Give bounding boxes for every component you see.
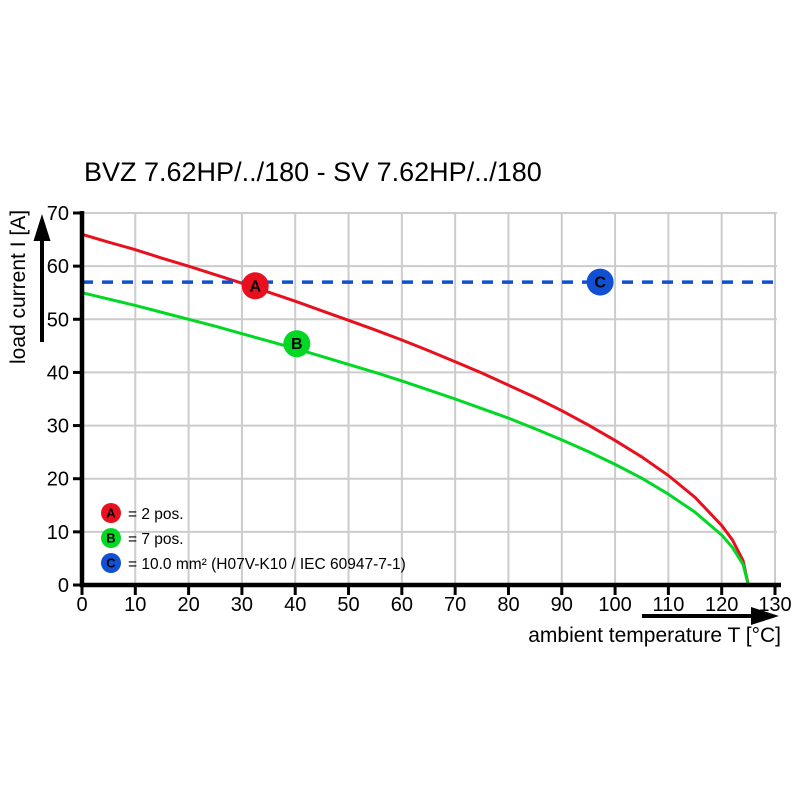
axes [73,211,781,595]
x-tick-label: 100 [598,594,631,616]
curve-b [81,291,750,586]
chart-title: BVZ 7.62HP/../180 - SV 7.62HP/../180 [84,157,542,187]
marker-a-letter: A [249,278,261,295]
x-tick-label: 120 [705,594,738,616]
marker-b-letter: B [291,336,303,353]
curve-markers: A B C [241,268,614,358]
legend-letter-a: A [106,506,116,521]
x-tick-label: 60 [391,594,413,616]
x-tick-label: 10 [124,594,146,616]
y-tick-label: 20 [47,469,69,491]
y-tick-label: 60 [47,256,69,278]
gridlines [82,212,777,585]
x-tick-label: 40 [284,594,306,616]
tick-labels: 0 10 20 30 40 50 60 70 80 90 100 110 120 130 0 10 20 30 40… [47,203,792,616]
legend-label-c: = 10.0 mm² (H07V-K10 / IEC 60947-7-1) [128,556,406,573]
x-tick-label: 50 [337,594,359,616]
axis-labels: load current I [A] ambient temperature T … [7,210,781,647]
marker-c [586,268,614,296]
legend-swatch-b [101,528,121,548]
marker-b [283,330,311,358]
x-axis-title: ambient temperature T [°C] [528,624,781,647]
legend-letter-c: C [106,556,116,571]
y-tick-label: 30 [47,416,69,438]
curve-a [81,232,750,586]
y-axis-arrow-head-icon [33,214,51,241]
y-tick-label: 0 [58,575,69,597]
x-tick-label: 90 [551,594,573,616]
x-axis-arrow-head-icon [751,607,779,625]
marker-a [241,272,269,300]
legend-swatch-a [101,503,121,523]
marker-c-letter: C [594,275,606,292]
legend-letter-b: B [106,531,115,546]
x-tick-label: 110 [652,594,684,616]
y-tick-label: 40 [47,362,69,384]
y-tick-label: 50 [47,309,69,331]
y-tick-label: 10 [47,522,69,544]
curves [81,232,775,586]
legend: A = 2 pos. B = 7 pos. C = 10.0 mm² (H07V-K10 … [101,503,406,573]
legend-label-a: = 2 pos. [128,506,184,523]
legend-label-b: = 7 pos. [128,531,184,548]
x-tick-label: 70 [444,594,466,616]
legend-swatch-c [101,553,121,573]
x-tick-label: 20 [177,594,199,616]
y-axis-title: load current I [A] [7,210,30,364]
x-tick-label: 80 [497,594,519,616]
x-tick-label: 0 [76,594,87,616]
x-tick-label: 130 [758,594,791,616]
x-tick-label: 30 [231,594,253,616]
y-tick-label: 70 [47,203,69,225]
